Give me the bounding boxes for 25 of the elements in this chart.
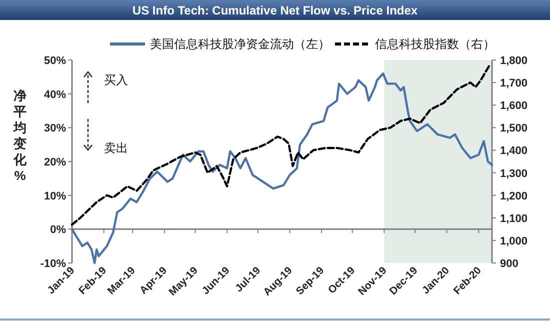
chart-title: US Info Tech: Cumulative Net Flow vs. Price Index bbox=[132, 4, 418, 18]
y-tick-label: 50% bbox=[44, 55, 66, 67]
legend-label: 信息科技股指数（右） bbox=[375, 37, 495, 51]
y2-tick-label: 1,500 bbox=[500, 122, 528, 135]
y-axis-title: 净平均变化% bbox=[12, 88, 28, 183]
y2-tick-label: 1,000 bbox=[500, 235, 528, 248]
y-tick-label: 20% bbox=[44, 156, 66, 168]
y-tick-label: 30% bbox=[44, 122, 66, 135]
line-series bbox=[70, 63, 492, 226]
y-tick-label: 0% bbox=[50, 224, 66, 236]
y2-tick-label: 1,400 bbox=[500, 145, 528, 158]
y2-tick-label: 1,300 bbox=[500, 168, 528, 180]
y-tick-label: -10% bbox=[40, 258, 66, 270]
y2-tick-label: 900 bbox=[500, 258, 518, 270]
annotation: 买入 bbox=[104, 73, 128, 87]
line-series bbox=[70, 72, 494, 264]
y-tick-label: 10% bbox=[44, 190, 66, 202]
annotation: 卖出 bbox=[104, 141, 128, 155]
y2-tick-label: 1,700 bbox=[500, 78, 528, 90]
y2-tick-label: 1,200 bbox=[500, 190, 528, 202]
y2-tick-label: 1,100 bbox=[500, 212, 528, 225]
legend-label: 美国信息科技股净资金流动（左） bbox=[150, 37, 330, 51]
y2-tick-label: 1,600 bbox=[500, 100, 528, 112]
y-tick-label: 40% bbox=[44, 88, 66, 101]
y2-tick-label: 1,800 bbox=[500, 55, 528, 67]
